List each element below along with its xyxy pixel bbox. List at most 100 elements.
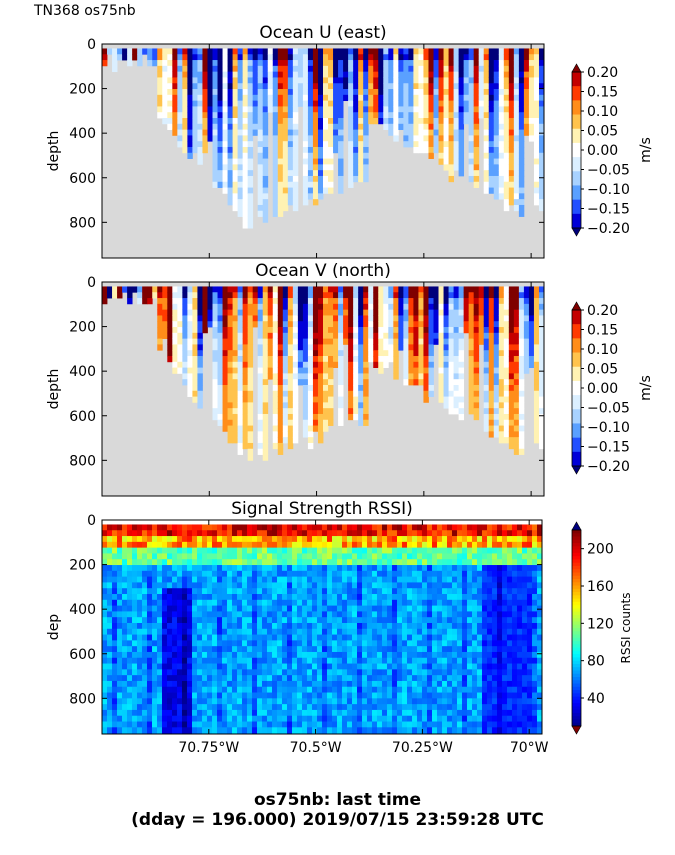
- heatmap-cell: [197, 640, 203, 647]
- heatmap-cell: [192, 570, 198, 578]
- heatmap-cell: [498, 48, 505, 55]
- heatmap-cell: [302, 315, 309, 322]
- heatmap-cell: [468, 175, 475, 183]
- heatmap-cell: [438, 77, 444, 84]
- heatmap-cell: [252, 553, 258, 560]
- heatmap-cell: [187, 332, 193, 340]
- heatmap-cell: [353, 123, 359, 130]
- heatmap-cell: [237, 530, 243, 537]
- heatmap-cell: [182, 292, 188, 299]
- heatmap-cell: [297, 651, 303, 659]
- heatmap-cell: [277, 193, 284, 200]
- heatmap-cell: [112, 651, 118, 659]
- heatmap-cell: [518, 175, 525, 183]
- heatmap-cell: [237, 187, 244, 194]
- heatmap-cell: [343, 332, 349, 340]
- heatmap-cell: [172, 344, 178, 351]
- heatmap-cell: [312, 327, 319, 334]
- heatmap-cell: [458, 408, 465, 415]
- heatmap-cell: [277, 315, 284, 322]
- heatmap-cell: [328, 356, 334, 363]
- heatmap-cell: [207, 640, 213, 647]
- heatmap-cell: [383, 100, 389, 107]
- heatmap-cell: [102, 640, 108, 647]
- heatmap-cell: [323, 413, 329, 421]
- heatmap-cell: [277, 565, 283, 572]
- heatmap-cell: [398, 123, 404, 130]
- heatmap-cell: [152, 541, 158, 549]
- heatmap-cell: [307, 622, 313, 630]
- heatmap-cell: [463, 54, 470, 61]
- heatmap-cell: [533, 193, 540, 200]
- heatmap-cell: [468, 303, 475, 311]
- heatmap-cell: [162, 646, 168, 653]
- heatmap-cell: [448, 170, 454, 177]
- heatmap-cell: [172, 640, 178, 647]
- heatmap-cell: [112, 715, 118, 722]
- heatmap-cell: [383, 71, 389, 78]
- heatmap-cell: [523, 54, 530, 61]
- heatmap-cell: [102, 709, 108, 717]
- heatmap-cell: [498, 135, 505, 142]
- heatmap-cell: [307, 715, 313, 722]
- heatmap-cell: [272, 338, 279, 345]
- heatmap-cell: [458, 327, 465, 334]
- heatmap-cell: [217, 698, 223, 705]
- heatmap-cell: [458, 158, 465, 165]
- heatmap-cell: [247, 77, 254, 84]
- heatmap-cell: [212, 634, 218, 641]
- heatmap-cell: [508, 367, 515, 374]
- heatmap-cell: [323, 60, 329, 67]
- heatmap-cell: [172, 350, 178, 357]
- heatmap-cell: [388, 327, 394, 334]
- heatmap-cell: [247, 379, 254, 386]
- heatmap-cell: [443, 309, 449, 316]
- heatmap-cell: [172, 675, 178, 682]
- heatmap-cell: [112, 594, 118, 601]
- heatmap-cell: [272, 442, 279, 450]
- heatmap-cell: [363, 106, 369, 113]
- heatmap-cell: [423, 309, 429, 316]
- heatmap-cell: [287, 698, 293, 705]
- heatmap-cell: [237, 524, 243, 531]
- heatmap-cell: [297, 286, 304, 293]
- heatmap-cell: [272, 709, 278, 717]
- heatmap-cell: [513, 129, 520, 136]
- heatmap-cell: [312, 48, 319, 55]
- heatmap-cell: [237, 94, 244, 102]
- heatmap-cell: [197, 721, 203, 728]
- heatmap-cell: [257, 141, 264, 148]
- heatmap-cell: [403, 141, 409, 148]
- heatmap-cell: [292, 204, 299, 212]
- heatmap-cell: [147, 640, 153, 647]
- heatmap-cell: [242, 170, 249, 177]
- heatmap-cell: [317, 437, 324, 444]
- heatmap-cell: [162, 651, 168, 659]
- heatmap-cell: [317, 559, 323, 566]
- heatmap-cell: [383, 327, 389, 334]
- heatmap-cell: [137, 286, 143, 293]
- heatmap-cell: [102, 60, 108, 67]
- heatmap-cell: [297, 100, 304, 107]
- heatmap-cell: [508, 309, 515, 316]
- heatmap-cell: [267, 303, 274, 311]
- heatmap-cell: [297, 298, 304, 305]
- heatmap-cell: [348, 60, 354, 67]
- heatmap-cell: [132, 536, 138, 543]
- heatmap-cell: [182, 309, 188, 316]
- heatmap-cell: [267, 350, 274, 357]
- heatmap-cell: [513, 164, 520, 171]
- heatmap-cell: [122, 536, 128, 543]
- heatmap-cell: [187, 135, 193, 142]
- heatmap-cell: [152, 524, 158, 531]
- heatmap-cell: [227, 588, 233, 595]
- heatmap-cell: [112, 628, 118, 635]
- heatmap-cell: [162, 286, 168, 293]
- heatmap-cell: [538, 327, 545, 334]
- heatmap-cell: [112, 680, 118, 688]
- heatmap-cell: [252, 559, 258, 566]
- heatmap-cell: [132, 622, 138, 630]
- heatmap-cell: [167, 309, 173, 316]
- heatmap-cell: [117, 617, 123, 624]
- heatmap-cell: [498, 141, 505, 148]
